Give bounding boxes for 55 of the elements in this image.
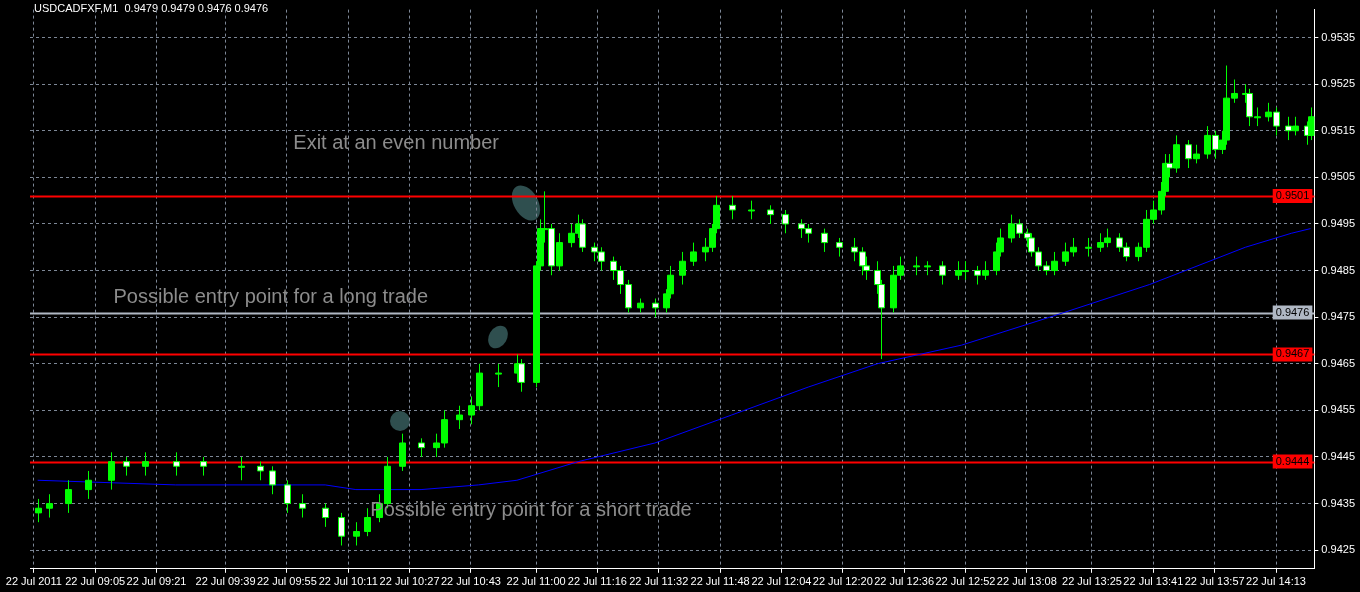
x-tick-label: 22 Jul 13:25 [1062, 575, 1122, 588]
candlestick [142, 451, 149, 477]
x-tick-label: 22 Jul 14:13 [1246, 575, 1306, 588]
ref-line-label: 0.9444 [1275, 454, 1310, 467]
candlestick [836, 237, 843, 258]
annotation: Exit at an even number [293, 131, 500, 154]
annotation: Possible entry point for a long trade [113, 285, 429, 308]
candlestick [939, 260, 946, 286]
x-tick-label: 22 Jul 10:27 [379, 575, 440, 588]
x-tick-label: 22 Jul 11:32 [629, 575, 689, 588]
candlestick [518, 358, 525, 393]
x-tick-label: 22 Jul 13:57 [1184, 575, 1245, 588]
x-tick-label: 22 Jul 13:08 [996, 575, 1057, 588]
y-tick-label: 0.9465 [1321, 356, 1356, 369]
x-tick-label: 22 Jul 12:20 [812, 575, 873, 588]
x-tick-label: 22 Jul 11:00 [506, 575, 566, 588]
y-tick-label: 0.9535 [1321, 30, 1356, 43]
x-tick-label: 22 Jul 09:39 [195, 575, 256, 588]
ref-line-label: 0.9501 [1275, 189, 1310, 202]
y-tick-label: 0.9435 [1321, 496, 1356, 509]
y-tick-label: 0.9445 [1321, 449, 1356, 462]
candlestick [108, 451, 115, 491]
ref-line-label: 0.9467 [1275, 347, 1310, 360]
x-tick-label: 22 Jul 12:36 [874, 575, 935, 588]
candlestick [173, 451, 180, 477]
x-tick-label: 22 Jul 10:11 [318, 575, 378, 588]
x-tick-label: 22 Jul 10:43 [440, 575, 501, 588]
y-tick-label: 0.9495 [1321, 216, 1356, 229]
candlestick [364, 507, 371, 537]
x-tick-label: 22 Jul 12:52 [935, 575, 996, 588]
candlestick [353, 521, 360, 546]
candlestick [123, 456, 130, 477]
y-tick-label: 0.9505 [1321, 170, 1356, 183]
candlestick [46, 493, 53, 519]
y-tick-label: 0.9485 [1321, 263, 1356, 276]
candlestick [299, 493, 306, 519]
candlestick [200, 456, 207, 477]
chart-title: USDCADFXF,M1 0.9479 0.9479 0.9476 0.9476 [34, 2, 269, 14]
y-tick-label: 0.9455 [1321, 403, 1356, 416]
ref-line-label: 0.9476 [1275, 305, 1310, 318]
x-tick-label: 22 Jul 12:04 [751, 575, 812, 588]
y-tick-label: 0.9525 [1321, 77, 1356, 90]
candlestick [690, 242, 697, 267]
x-tick-label: 22 Jul 09:55 [256, 575, 317, 588]
x-tick-label: 22 Jul 09:21 [126, 575, 187, 588]
y-tick-label: 0.9475 [1321, 310, 1356, 323]
x-tick-label: 22 Jul 11:48 [690, 575, 750, 588]
x-tick-label: 22 Jul 13:41 [1123, 575, 1184, 588]
x-tick-label: 22 Jul 09:05 [65, 575, 126, 588]
candlestick [338, 512, 345, 546]
candlestick [579, 218, 586, 253]
y-tick-label: 0.9425 [1321, 543, 1356, 556]
y-tick-label: 0.9515 [1321, 123, 1356, 136]
x-tick-label: 22 Jul 11:16 [567, 575, 627, 588]
x-tick-label: 22 Jul 2011 [5, 575, 62, 588]
